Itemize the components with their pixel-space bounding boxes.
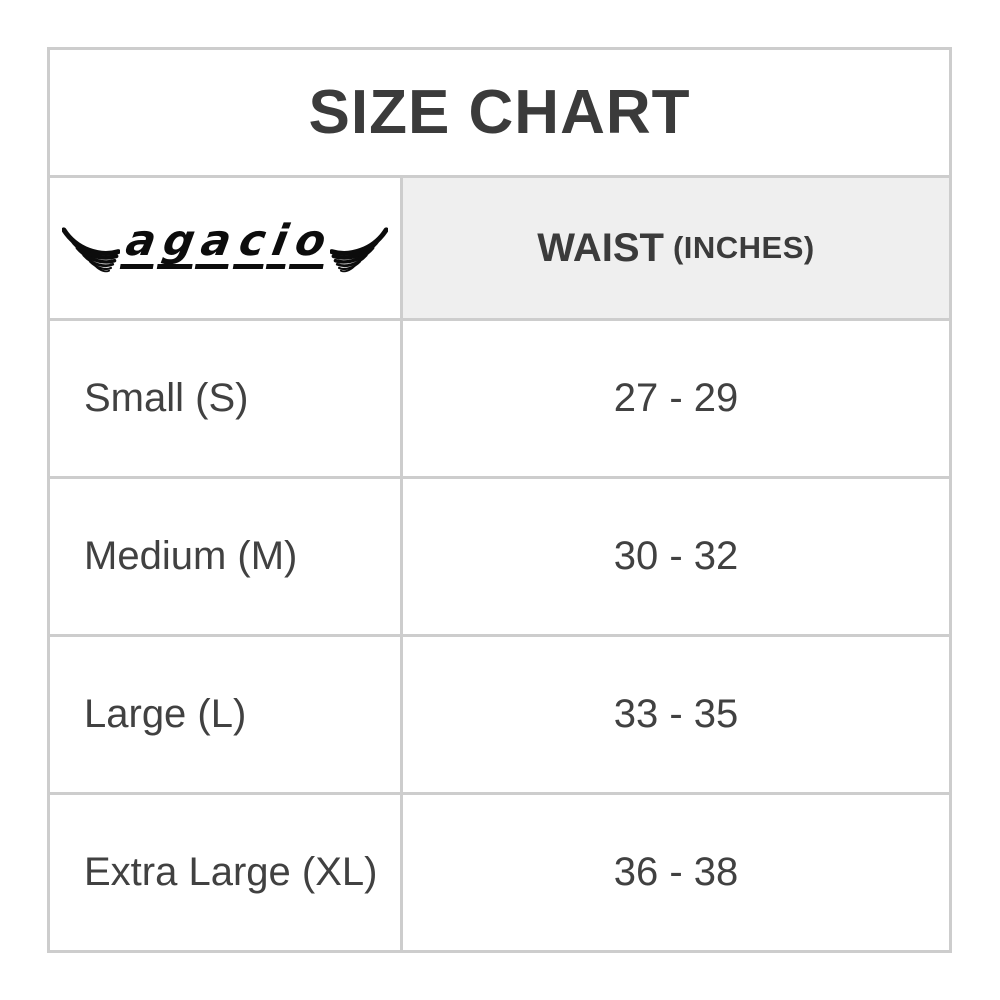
size-cell-large: Large (L) <box>50 634 400 792</box>
waist-cell-large: 33 - 35 <box>400 634 949 792</box>
brand-letter: a <box>195 216 237 269</box>
size-cell-extra-large: Extra Large (XL) <box>50 792 400 950</box>
waist-header-label: WAIST <box>537 225 664 270</box>
wing-right-icon <box>330 227 389 273</box>
waist-header-unit: (INCHES) <box>672 230 815 265</box>
page-title: SIZE CHART <box>308 78 691 147</box>
size-cell-small: Small (S) <box>50 318 400 476</box>
size-cell-medium: Medium (M) <box>50 476 400 634</box>
brand-letter: c <box>232 216 271 269</box>
brand-letter: o <box>288 216 331 269</box>
title-row: SIZE CHART <box>50 50 949 178</box>
waist-cell-medium: 30 - 32 <box>400 476 949 634</box>
wing-left-icon <box>61 227 120 273</box>
waist-cell-extra-large: 36 - 38 <box>400 792 949 950</box>
waist-column-header: WAIST (INCHES) <box>400 178 949 318</box>
brand-letter: a <box>119 216 161 269</box>
brand-letter: g <box>156 216 200 269</box>
waist-cell-small: 27 - 29 <box>400 318 949 476</box>
